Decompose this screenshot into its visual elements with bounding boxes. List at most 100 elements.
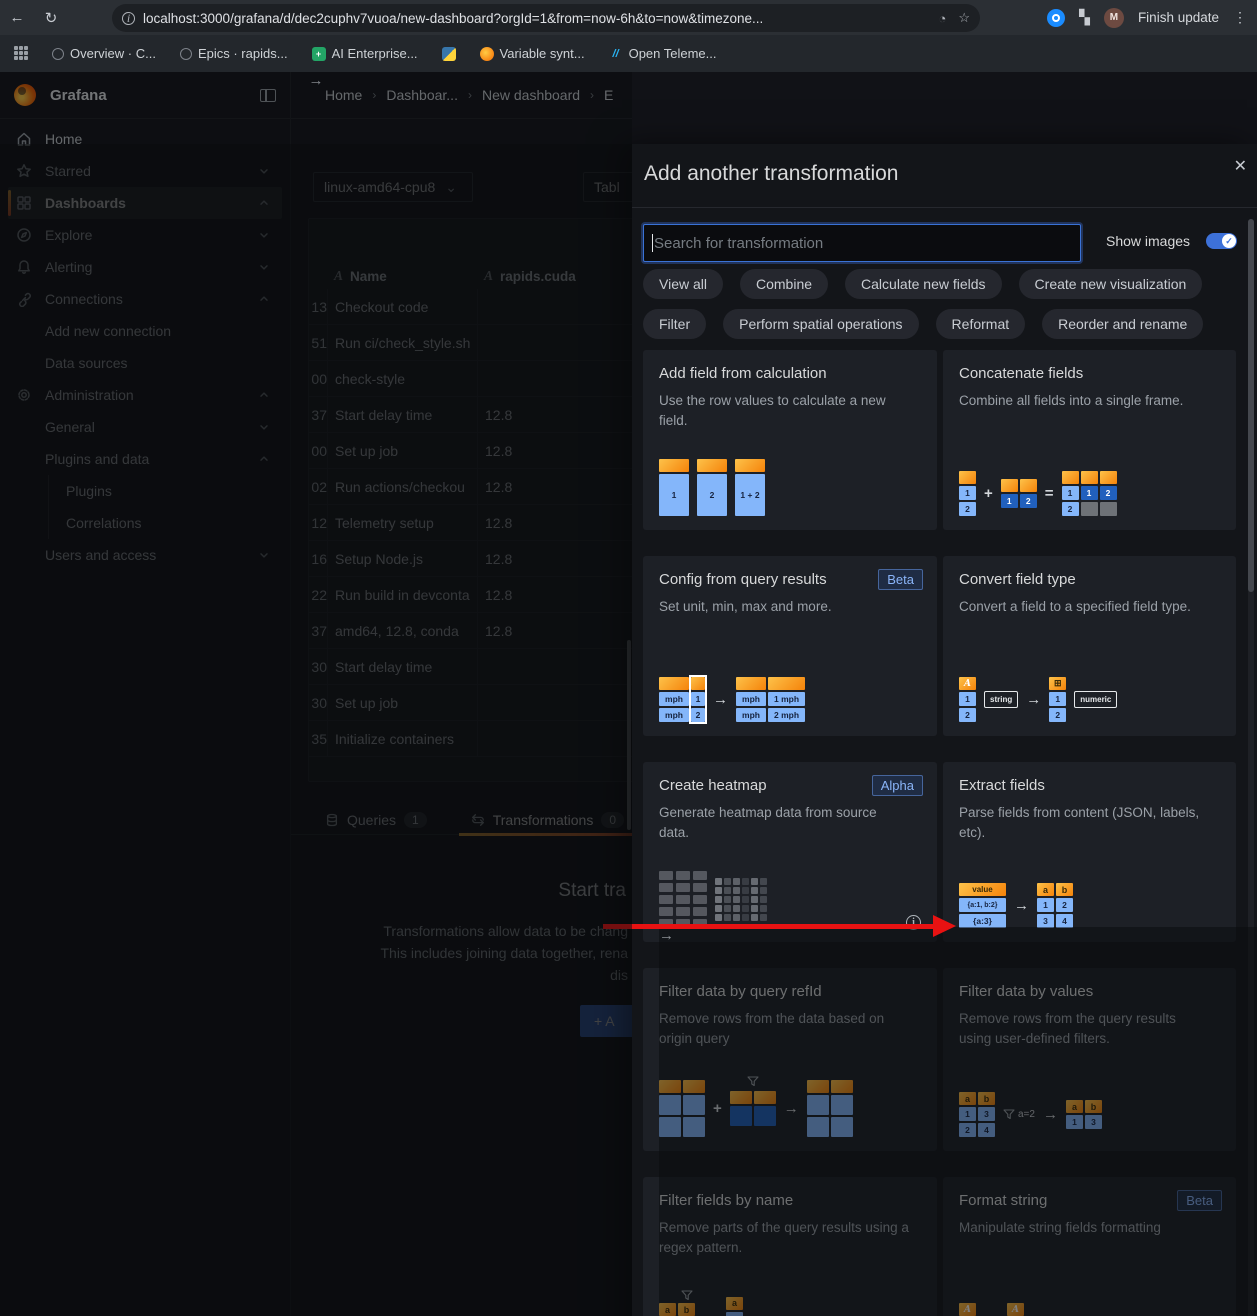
show-images-toggle[interactable]: ✓ [1206,233,1237,249]
add-transformation-drawer: Add another transformation ✕ Show images… [632,144,1257,1316]
transformation-card-convert-field-type[interactable]: Convert field type Convert a field to a s… [943,556,1236,736]
forward-icon[interactable]: → [0,72,632,1316]
figure-group: mph mph 1 mph 2 mph [736,677,805,722]
filter-pill-reorder-and-rename[interactable]: Reorder and rename [1042,309,1204,339]
filter-pill-combine[interactable]: Combine [740,269,829,299]
grafana-icon [479,46,494,61]
type-label-box: numeric [1074,691,1118,708]
operator-glyph: + [984,485,993,502]
filter-pill-reformat[interactable]: Reformat [935,309,1026,339]
figure-cell: 1 [1080,486,1098,500]
bookmarks-bar: Overview · C... Epics · rapids... + AI Ente… [0,35,1257,72]
figure-header-cell: b [1056,883,1073,896]
figure-cell: {a:1, b:2} [959,898,1006,912]
apps-grid-icon[interactable] [14,45,30,62]
figure-cell: 2 [959,708,976,722]
drawer-title: Add another transformation [644,162,899,185]
figure-column: 2 [1019,479,1037,508]
finish-update-button[interactable]: Finish update [1137,10,1219,25]
heatmap-grid-src [659,871,707,928]
figure-cell: 1 [959,692,976,706]
figure-column: value {a:1, b:2} {a:3} [959,883,1006,928]
figure-cell [1099,502,1117,516]
transformation-card-extract-fields[interactable]: Extract fields Parse fields from content … [943,762,1236,942]
back-icon[interactable]: ← [9,9,25,26]
page-speed-icon[interactable]: ◔ [938,10,947,26]
card-illustration: → [659,855,1257,1316]
text-caret [652,234,653,252]
figure-header-cell [736,677,766,690]
figure-cell: 1 [1049,692,1067,706]
figure-cell: 4 [1056,914,1073,928]
figure-column: A 1 2 [959,677,976,722]
figure-cell: 2 [697,474,727,516]
profile-avatar[interactable]: M [1103,7,1124,28]
bookmark-label: Overview · C... [70,46,156,61]
sheet-icon: + [311,46,326,61]
figure-header-cell [959,471,976,484]
transformation-card-concatenate-fields[interactable]: Concatenate fields Combine all fields int… [943,350,1236,530]
figure-column: 1 mph 2 mph [768,677,805,722]
figure-cell: 1 [959,486,976,500]
drawer-scrollbar-thumb[interactable] [1248,219,1254,592]
arrow-icon: → [1026,691,1042,708]
filter-pill-perform-spatial-operations[interactable]: Perform spatial operations [723,309,919,339]
figure-cell: 2 [1056,898,1073,912]
figure-header-cell: value [959,883,1006,896]
bookmark-item[interactable]: // Open Teleme... [601,42,725,66]
transformation-card-config-from-query-results[interactable]: Config from query results Beta Set unit, m… [643,556,937,736]
bookmark-item[interactable]: Overview · C... [44,42,164,66]
globe-icon [52,47,64,60]
figure-header-cell [691,677,705,690]
bookmark-star-icon[interactable]: ☆ [958,10,970,25]
figure-header-cell [659,459,689,472]
figure-cell: mph [736,708,766,722]
bookmark-item[interactable]: Variable synt... [472,42,593,66]
figure-cell: 2 [959,502,976,516]
bookmark-item[interactable]: + AI Enterprise... [304,42,426,66]
card-description: Parse fields from content (JSON, labels,… [959,805,1200,840]
transformation-card-create-heatmap[interactable]: Create heatmap Alpha Generate heatmap data… [643,762,1257,1316]
filter-pill-calculate-new-fields[interactable]: Calculate new fields [845,269,1002,299]
bookmark-item[interactable]: Epics · rapids... [172,42,296,66]
filter-pill-create-new-visualization[interactable]: Create new visualization [1018,269,1203,299]
card-title: Create heatmap [659,777,767,794]
filter-pill-filter[interactable]: Filter [643,309,707,339]
filter-pill-view-all[interactable]: View all [643,269,723,299]
figure-column: 1 [1000,479,1018,508]
figure-cell: 1 + 2 [735,474,765,516]
card-illustration: A 1 2 string → ⊞ 1 2 numeric [959,661,1118,722]
site-info-icon[interactable]: i [122,11,135,25]
figure-column: a 1 3 [1037,883,1054,928]
drawer-header: Add another transformation ✕ [632,144,1257,208]
figure-column: 2 [697,459,727,516]
figure-cell: {a:3} [959,914,1006,928]
figure-group: mph mph 1 2 [659,677,705,722]
address-bar[interactable]: i localhost:3000/grafana/d/dec2cuphv7vuo… [112,4,980,32]
transformation-search[interactable] [643,224,1081,262]
figure-header-cell [1019,479,1037,492]
figure-cell: 1 [691,692,705,706]
figure-header-cell [1061,471,1079,484]
drawer-scrollbar-track[interactable] [1248,219,1254,1316]
figure-header-cell [697,459,727,472]
password-manager-icon[interactable] [1047,8,1066,27]
url-text[interactable]: localhost:3000/grafana/d/dec2cuphv7vuoa/… [143,10,764,26]
card-title: Extract fields [959,777,1045,794]
search-input[interactable] [654,234,1072,252]
browser-menu-icon[interactable]: ⋮ [1233,9,1247,25]
arrow-icon: → [713,691,728,708]
bookmark-label: Variable synt... [499,46,585,61]
reload-icon[interactable]: ↻ [44,9,58,27]
figure-column: b 2 4 [1056,883,1073,928]
card-illustration: 1 2 +1 2 = 1 2 1 2 [959,455,1117,516]
close-icon[interactable]: ✕ [1233,158,1247,175]
card-title: Config from query results [659,571,827,588]
transformation-card-add-field-from-calculation[interactable]: Add field from calculation Use the row va… [643,350,937,530]
bookmark-item[interactable] [434,42,464,66]
extensions-icon[interactable]: ▚ [1079,9,1090,25]
